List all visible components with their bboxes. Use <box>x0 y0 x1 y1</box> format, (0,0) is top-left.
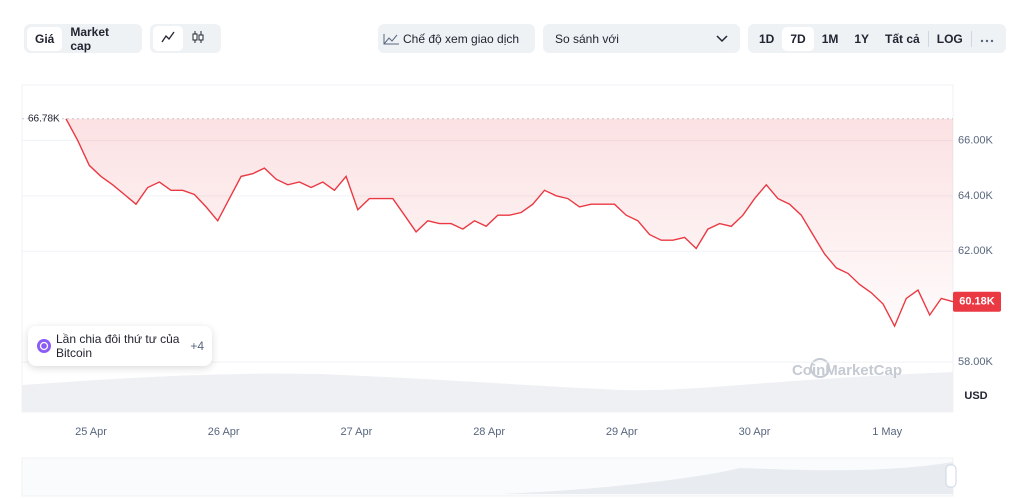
x-tick-label: 25 Apr <box>75 426 107 438</box>
log-button[interactable]: LOG <box>936 31 963 46</box>
navigator-handle[interactable] <box>945 464 957 488</box>
y-tick-label: 58.00K <box>958 356 994 368</box>
start-price-label: 66.78K <box>28 113 60 124</box>
navigator-area <box>22 462 953 494</box>
range-button[interactable]: 1D <box>759 31 775 46</box>
candle-chart-button[interactable] <box>183 26 213 51</box>
volume-area <box>22 372 953 412</box>
trade-view-button[interactable]: Chế độ xem giao dịch <box>378 24 535 53</box>
range-button[interactable]: 1Y <box>854 31 870 46</box>
price-line <box>65 118 954 328</box>
y-unit: USD <box>964 390 987 402</box>
event-notice[interactable]: Lần chia đôi thứ tư của Bitcoin +4 <box>28 326 212 366</box>
more-button[interactable] <box>972 27 1002 51</box>
range-group: 1D 7D 1M 1Y Tất cả LOG <box>748 24 1006 53</box>
compare-label: So sánh với <box>555 31 619 46</box>
chart-type-group <box>150 24 221 53</box>
x-tick-label: 1 May <box>872 426 902 438</box>
line-chart-button[interactable] <box>153 26 183 51</box>
compare-dropdown[interactable]: So sánh với <box>543 24 740 53</box>
x-tick-label: 28 Apr <box>473 426 505 438</box>
range-button[interactable]: Tất cả <box>885 31 920 46</box>
price-area <box>66 118 953 327</box>
event-count: +4 <box>190 339 204 353</box>
divider <box>927 30 929 47</box>
watermark: CoinMarketCap <box>792 362 902 379</box>
divider <box>970 30 972 47</box>
range-button[interactable]: 1M <box>821 31 839 46</box>
y-tick-label: 66.00K <box>958 134 994 146</box>
tab-group: Giá Market cap <box>24 24 142 53</box>
x-tick-label: 30 Apr <box>739 426 771 438</box>
y-tick-label: 64.00K <box>958 190 994 202</box>
y-tick-label: 62.00K <box>958 245 994 257</box>
range-button[interactable]: 7D <box>782 26 814 51</box>
tab[interactable]: Market cap <box>70 24 110 53</box>
x-tick-label: 26 Apr <box>208 426 240 438</box>
x-tick-label: 27 Apr <box>340 426 372 438</box>
current-price-label: 60.18K <box>959 296 995 308</box>
watermark-logo <box>810 358 830 378</box>
event-icon <box>37 339 51 353</box>
x-tick-label: 29 Apr <box>606 426 638 438</box>
tab[interactable]: Giá <box>27 26 63 51</box>
current-price-badge <box>953 291 1001 312</box>
trade-view-label: Chế độ xem giao dịch <box>403 31 520 46</box>
event-text: Lần chia đôi thứ tư của Bitcoin <box>56 332 180 360</box>
